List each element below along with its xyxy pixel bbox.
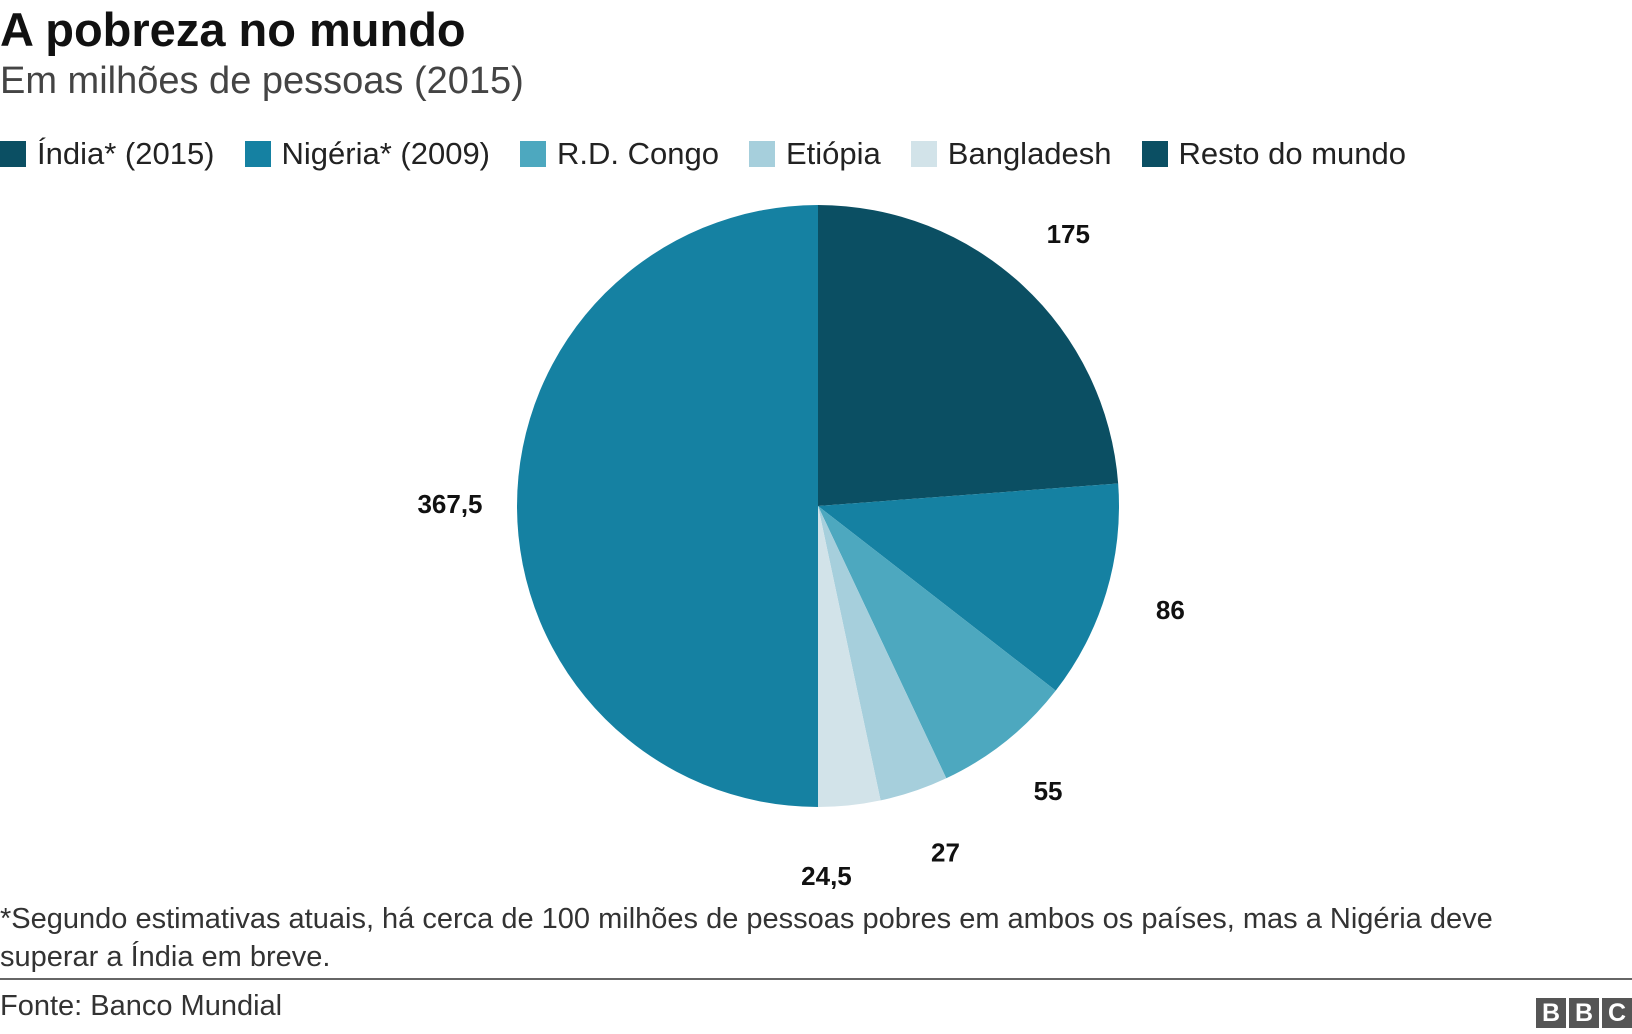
legend-label: R.D. Congo xyxy=(557,136,719,171)
legend-swatch xyxy=(748,141,775,167)
slice-value-label: 175 xyxy=(1047,219,1090,249)
chart-title: A pobreza no mundo xyxy=(0,3,466,56)
footnote: *Segundo estimativas atuais, há cerca de… xyxy=(0,903,1493,973)
pie-chart: 175 86 55 27 24,5 367,5 xyxy=(417,205,1185,891)
legend-item: Etiópia xyxy=(748,136,881,172)
slice-value-label: 367,5 xyxy=(417,489,482,519)
legend-label: Etiópia xyxy=(785,136,881,171)
divider xyxy=(0,978,1632,980)
legend-item: Resto do mundo xyxy=(1141,136,1407,172)
legend-item: Nigéria* (2009) xyxy=(244,136,491,172)
slice-value-label: 55 xyxy=(1034,776,1063,806)
legend-label: Bangladesh xyxy=(947,136,1112,171)
source-note: Fonte: Banco Mundial xyxy=(0,990,283,1022)
slice-value-label: 86 xyxy=(1156,595,1185,625)
legend-swatch xyxy=(1141,141,1168,167)
logo-letter: B xyxy=(1536,998,1566,1028)
chart-legend: Índia* (2015) Nigéria* (2009) R.D. Congo Et… xyxy=(0,132,1436,176)
logo-letter: B xyxy=(1569,998,1599,1028)
legend-item: Bangladesh xyxy=(910,136,1112,172)
legend-label: Nigéria* (2009) xyxy=(281,136,491,171)
legend-swatch xyxy=(0,141,26,167)
bbc-logo: B B C xyxy=(1533,998,1632,1028)
legend-swatch xyxy=(910,141,937,167)
chart-subtitle: Em milhões de pessoas (2015) xyxy=(0,60,524,102)
pie-slice xyxy=(818,506,881,807)
legend-swatch xyxy=(520,141,547,167)
pie-slice xyxy=(818,506,947,801)
pie-slice xyxy=(818,205,1119,506)
legend-item: R.D. Congo xyxy=(520,136,719,172)
slice-value-label: 24,5 xyxy=(801,861,852,891)
pie-slice xyxy=(517,205,818,807)
legend-label: Resto do mundo xyxy=(1178,136,1407,171)
pie-slice xyxy=(818,506,1056,779)
legend-swatch xyxy=(244,141,271,167)
slice-value-label: 27 xyxy=(931,838,960,868)
legend-label: Índia* (2015) xyxy=(37,136,215,171)
logo-letter: C xyxy=(1602,998,1632,1028)
legend-item: Índia* (2015) xyxy=(0,136,215,172)
pie-slice xyxy=(818,483,1119,691)
